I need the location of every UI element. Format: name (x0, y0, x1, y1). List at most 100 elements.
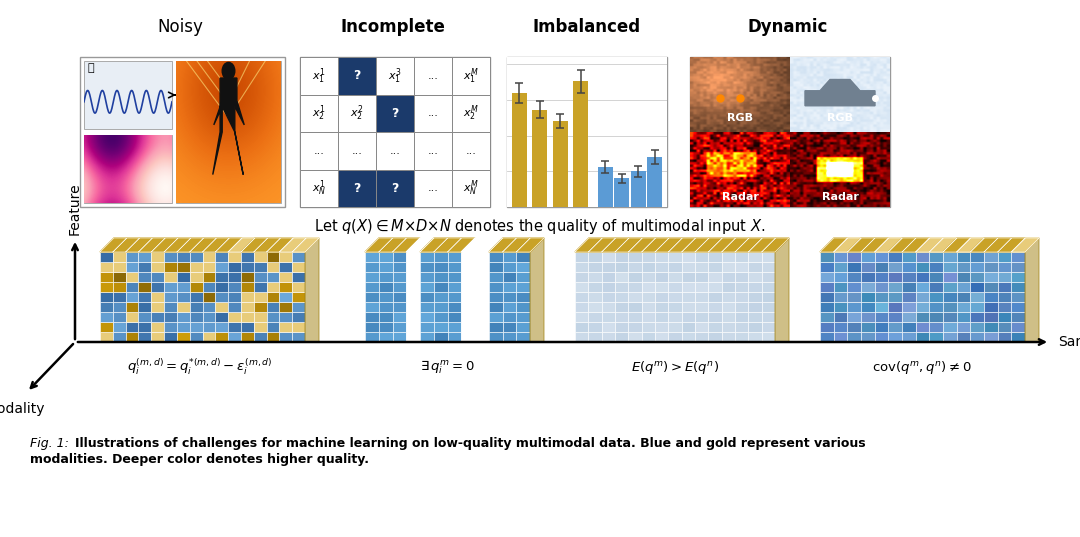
Bar (669, 322, 681, 332)
Bar (875, 332, 889, 342)
Bar (735, 272, 748, 282)
Bar (902, 332, 916, 342)
Bar (1011, 272, 1025, 282)
Bar (629, 292, 642, 302)
Bar (902, 252, 916, 262)
Bar (721, 312, 735, 322)
Bar (654, 292, 669, 302)
Bar (228, 322, 241, 332)
Bar (575, 302, 589, 312)
Bar (502, 272, 516, 282)
Bar (681, 322, 696, 332)
Bar (669, 272, 681, 282)
Polygon shape (365, 238, 393, 252)
Bar (708, 272, 721, 282)
Bar (420, 312, 434, 322)
Bar (669, 302, 681, 312)
Bar (761, 312, 775, 322)
Bar (293, 292, 305, 302)
Bar (721, 252, 735, 262)
Bar (420, 322, 434, 332)
Bar (379, 302, 392, 312)
Bar (254, 252, 267, 262)
Polygon shape (642, 238, 669, 252)
Bar (761, 332, 775, 342)
Bar (190, 292, 203, 302)
Bar (721, 322, 735, 332)
Polygon shape (629, 238, 656, 252)
Bar (241, 252, 254, 262)
Bar (957, 292, 970, 302)
Bar (984, 332, 998, 342)
Bar (475, 312, 489, 322)
Bar (602, 332, 615, 342)
Bar (834, 282, 848, 292)
Bar (267, 292, 280, 302)
Bar (984, 292, 998, 302)
Text: Sample: Sample (1058, 335, 1080, 349)
Bar (834, 322, 848, 332)
Bar (681, 312, 696, 322)
Bar (125, 282, 138, 292)
Bar (125, 292, 138, 302)
Bar (190, 262, 203, 272)
Bar (502, 292, 516, 302)
Bar (889, 332, 902, 342)
Bar (589, 252, 602, 262)
Bar (475, 252, 489, 262)
Polygon shape (280, 238, 307, 252)
Text: ...: ... (352, 146, 363, 156)
Polygon shape (889, 238, 916, 252)
Bar (916, 302, 929, 312)
Bar (280, 302, 293, 312)
Bar (241, 302, 254, 312)
Bar (420, 262, 434, 272)
Text: $x_2^2$: $x_2^2$ (350, 104, 364, 123)
Bar (916, 312, 929, 322)
Bar (392, 292, 406, 302)
Bar (138, 302, 151, 312)
Bar (420, 272, 434, 282)
Bar (100, 322, 112, 332)
Bar (190, 322, 203, 332)
Bar (998, 292, 1011, 302)
Bar (589, 312, 602, 322)
Bar (215, 292, 228, 302)
Bar (228, 282, 241, 292)
Bar (902, 282, 916, 292)
Bar (447, 312, 461, 322)
Bar (820, 302, 834, 312)
Bar (970, 312, 984, 322)
Bar (84, 61, 172, 129)
Bar (629, 322, 642, 332)
Bar (112, 262, 125, 272)
Bar (916, 282, 929, 292)
Bar (1011, 282, 1025, 292)
Bar (461, 312, 475, 322)
Bar (669, 252, 681, 262)
Polygon shape (1025, 238, 1039, 342)
Bar (420, 252, 434, 262)
Bar (848, 262, 861, 272)
Bar (489, 262, 502, 272)
Bar (696, 302, 708, 312)
Bar (602, 282, 615, 292)
Bar (414, 170, 453, 207)
Bar (721, 272, 735, 282)
Bar (228, 332, 241, 342)
Bar (970, 252, 984, 262)
Bar (392, 312, 406, 322)
Bar (957, 252, 970, 262)
Bar (696, 282, 708, 292)
Bar (589, 282, 602, 292)
Bar (875, 292, 889, 302)
Bar (861, 332, 875, 342)
Bar (629, 312, 642, 322)
Bar (300, 57, 490, 207)
Bar (376, 170, 414, 207)
Bar (125, 322, 138, 332)
Bar (406, 322, 420, 332)
Bar (293, 322, 305, 332)
Bar (280, 312, 293, 322)
Bar (254, 292, 267, 302)
